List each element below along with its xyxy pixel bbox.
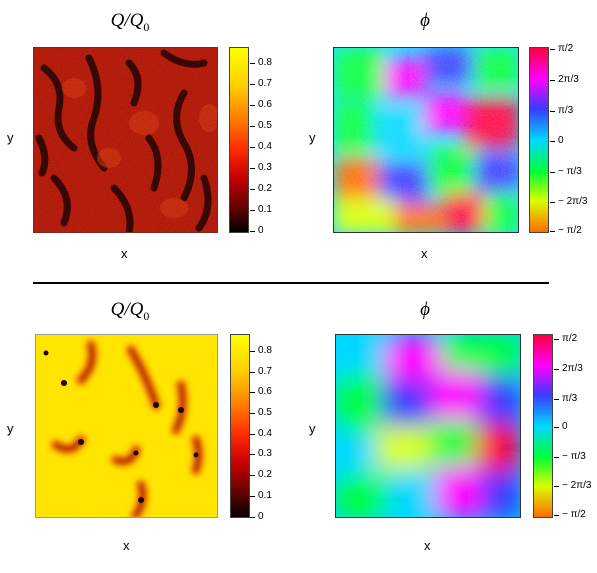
tick-label: − π/3 [550, 166, 582, 177]
ylabel-tl: y [7, 130, 14, 145]
section-divider [33, 282, 549, 284]
tick-label: 0.7 [250, 366, 272, 377]
xlabel-bl: x [123, 538, 130, 553]
tick-label: 0 [554, 421, 568, 432]
tick-label: 0.3 [250, 162, 272, 173]
heatmap-phase-top [333, 47, 519, 233]
tick-label: 0 [250, 225, 264, 236]
tick-label: 0 [550, 135, 564, 146]
tick-label: 0.8 [250, 57, 272, 68]
tick-label: 0.4 [250, 141, 272, 152]
tick-label: 0.7 [250, 78, 272, 89]
colorbar-hot-bottom [230, 334, 250, 518]
heatmap-phase-bottom [335, 334, 521, 518]
heatmap-order-parameter-bottom [35, 334, 218, 518]
ylabel-br: y [309, 421, 316, 436]
panel-title-tr: ϕ [420, 10, 430, 31]
xlabel-br: x [424, 538, 431, 553]
tick-label: 0.8 [250, 345, 272, 356]
tick-label: 0.3 [250, 448, 272, 459]
tick-label: 0.6 [250, 386, 272, 397]
colorbar-phase-bottom [533, 334, 553, 518]
colorbar-phase-top [529, 47, 549, 233]
tick-label: 0.1 [250, 204, 272, 215]
tick-label: 0.5 [250, 407, 272, 418]
xlabel-tr: x [421, 246, 428, 261]
tick-label: − 2π/3 [549, 196, 588, 207]
ylabel-bl: y [7, 421, 14, 436]
tick-label: 0 [250, 511, 264, 522]
tick-label: 2π/3 [550, 74, 579, 85]
colorbar-hot-top [229, 47, 249, 233]
panel-title-br: ϕ [420, 299, 430, 320]
tick-label: π/2 [553, 333, 578, 344]
heatmap-order-parameter-top [33, 47, 218, 233]
tick-label: 0.1 [250, 490, 272, 501]
tick-label: 0.2 [250, 183, 272, 194]
tick-label: π/3 [553, 393, 578, 404]
panel-title-tl: Q/Q0 [110, 10, 150, 34]
tick-label: − 2π/3 [553, 480, 592, 491]
tick-label: 0.6 [250, 99, 272, 110]
tick-label: − π/3 [554, 451, 586, 462]
tick-label: 0.2 [250, 469, 272, 480]
tick-label: − π/2 [550, 225, 582, 236]
tick-label: 2π/3 [554, 363, 583, 374]
xlabel-tl: x [121, 246, 128, 261]
tick-label: π/3 [549, 105, 574, 116]
tick-label: 0.5 [250, 120, 272, 131]
tick-label: π/2 [549, 43, 574, 54]
tick-label: 0.4 [250, 428, 272, 439]
tick-label: − π/2 [554, 509, 586, 520]
panel-title-bl: Q/Q0 [110, 299, 150, 323]
ylabel-tr: y [309, 130, 316, 145]
